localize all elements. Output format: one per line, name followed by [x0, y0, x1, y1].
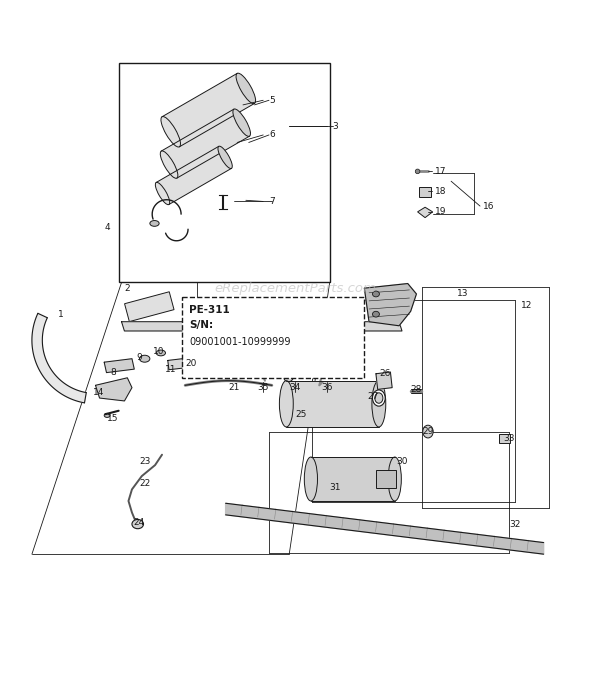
Ellipse shape — [388, 457, 401, 501]
Ellipse shape — [155, 182, 170, 205]
Text: 14: 14 — [93, 388, 104, 397]
Text: S/N:: S/N: — [189, 320, 214, 329]
Text: 30: 30 — [396, 457, 408, 466]
Polygon shape — [122, 322, 402, 331]
Text: 26: 26 — [379, 370, 391, 379]
Text: 29: 29 — [422, 427, 434, 436]
Text: 27: 27 — [368, 392, 379, 401]
Text: 13: 13 — [457, 289, 468, 298]
Ellipse shape — [372, 390, 385, 406]
Ellipse shape — [236, 73, 255, 104]
Text: 09001001-10999999: 09001001-10999999 — [189, 337, 291, 347]
Text: 25: 25 — [295, 410, 306, 419]
Text: 9: 9 — [136, 353, 142, 362]
Polygon shape — [418, 207, 432, 218]
Text: 7: 7 — [269, 197, 275, 206]
Text: 8: 8 — [110, 367, 116, 376]
Text: 35: 35 — [257, 383, 269, 392]
Text: 24: 24 — [133, 518, 145, 527]
Text: 33: 33 — [503, 434, 514, 443]
Ellipse shape — [375, 393, 383, 403]
Polygon shape — [365, 284, 417, 326]
Bar — [119, 63, 330, 282]
Bar — [419, 187, 431, 197]
Text: 32: 32 — [509, 520, 520, 529]
Text: 10: 10 — [153, 347, 165, 356]
Text: 12: 12 — [520, 301, 532, 310]
Text: 15: 15 — [107, 414, 119, 423]
Text: eReplacementParts.com: eReplacementParts.com — [214, 282, 376, 295]
Polygon shape — [124, 292, 174, 322]
Ellipse shape — [233, 109, 251, 136]
Ellipse shape — [156, 350, 165, 356]
Text: 31: 31 — [330, 483, 341, 492]
Polygon shape — [311, 457, 395, 501]
Polygon shape — [376, 372, 392, 390]
Text: 4: 4 — [104, 223, 110, 232]
Text: 11: 11 — [165, 365, 176, 374]
Ellipse shape — [132, 520, 143, 529]
Text: 22: 22 — [139, 479, 150, 488]
Ellipse shape — [160, 151, 178, 179]
Ellipse shape — [139, 355, 150, 362]
Ellipse shape — [280, 381, 293, 427]
Bar — [182, 297, 365, 378]
Polygon shape — [32, 313, 86, 403]
Text: 3: 3 — [333, 122, 338, 131]
Ellipse shape — [150, 221, 159, 226]
Bar — [499, 435, 510, 443]
Text: 5: 5 — [269, 95, 275, 104]
Text: 36: 36 — [321, 383, 333, 392]
Ellipse shape — [372, 381, 386, 427]
Ellipse shape — [284, 368, 294, 382]
Text: 34: 34 — [289, 383, 301, 392]
Text: 28: 28 — [411, 385, 422, 394]
Text: 20: 20 — [185, 359, 196, 368]
Polygon shape — [104, 358, 135, 372]
Polygon shape — [161, 109, 250, 178]
Ellipse shape — [218, 146, 232, 169]
Polygon shape — [185, 355, 199, 365]
Polygon shape — [156, 146, 231, 205]
Ellipse shape — [423, 425, 433, 438]
Ellipse shape — [415, 169, 420, 174]
Text: PE-311: PE-311 — [189, 304, 230, 315]
Ellipse shape — [304, 457, 317, 501]
Text: 21: 21 — [228, 383, 240, 392]
Text: 1: 1 — [58, 310, 64, 319]
Text: 17: 17 — [435, 167, 447, 176]
Polygon shape — [96, 378, 132, 401]
Ellipse shape — [161, 116, 181, 147]
Ellipse shape — [372, 291, 379, 297]
Polygon shape — [162, 73, 254, 147]
Text: 16: 16 — [483, 201, 494, 210]
Ellipse shape — [104, 413, 110, 417]
Text: 2: 2 — [124, 284, 130, 293]
Text: 6: 6 — [269, 131, 275, 140]
Polygon shape — [168, 358, 184, 370]
Text: 19: 19 — [435, 208, 447, 217]
Polygon shape — [286, 381, 379, 427]
Text: 18: 18 — [435, 187, 447, 196]
Polygon shape — [225, 503, 543, 554]
Bar — [376, 471, 396, 488]
Text: 23: 23 — [139, 457, 150, 466]
Ellipse shape — [372, 311, 379, 317]
